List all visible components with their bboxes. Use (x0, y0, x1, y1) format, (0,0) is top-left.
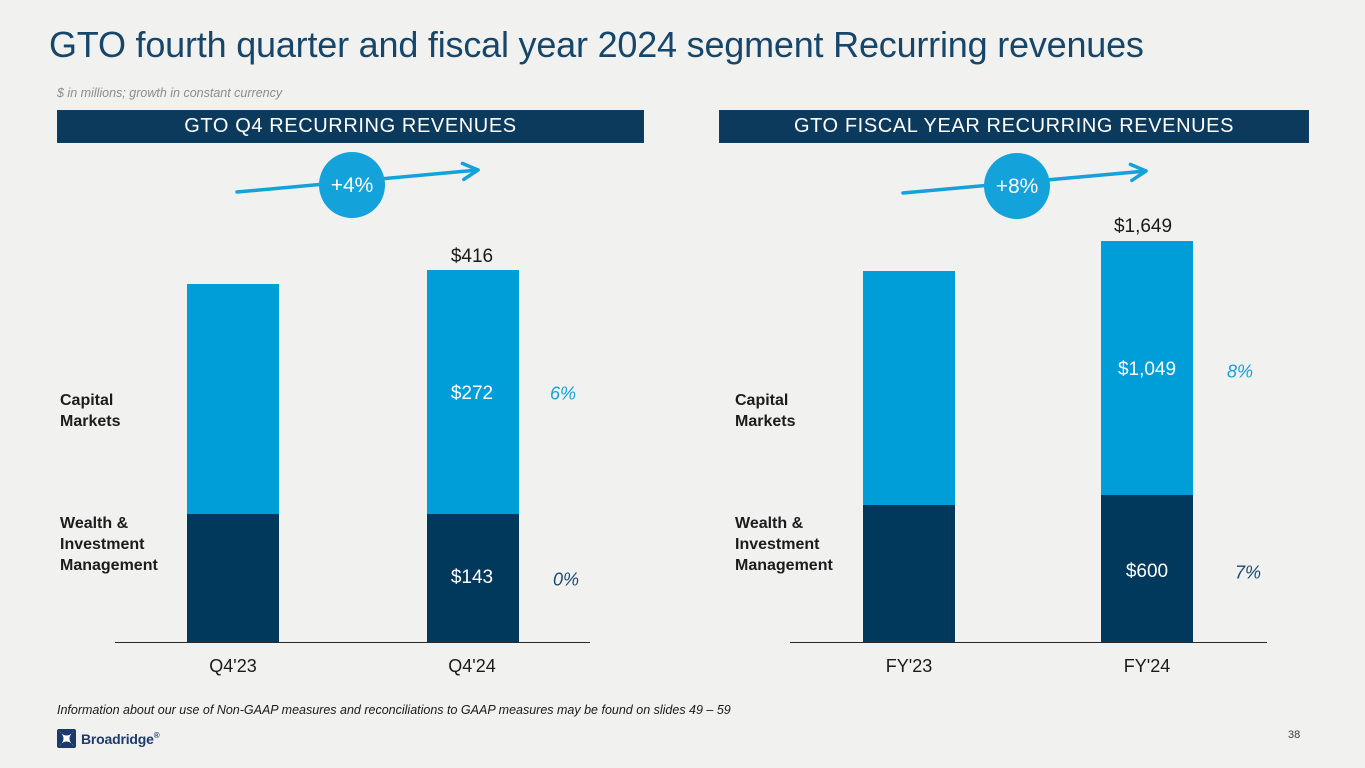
q424-total-label: $416 (450, 246, 494, 267)
broadridge-logo: Broadridge® (57, 729, 160, 748)
bar-fy23-capital-markets (863, 271, 955, 505)
q4-growth-badge-circle (319, 152, 385, 218)
fy-capital-markets-legend: Capital Markets (735, 392, 796, 430)
q4-x-axis (115, 642, 590, 643)
fy24-capital-markets-value: $1,049 (1117, 359, 1177, 380)
bar-fy23-wealth-investment (863, 505, 955, 642)
fy24-total-label: $1,649 (1113, 216, 1173, 237)
bar-q424-capital-markets (427, 270, 519, 514)
fy-capital-markets-growth: 8% (1226, 361, 1254, 382)
bar-q423-capital-markets (187, 284, 279, 514)
broadridge-logo-icon (57, 729, 76, 748)
q424-axis-label: Q4'24 (448, 656, 496, 676)
q4-wealth-growth: 0% (552, 569, 580, 590)
arrowhead-icon (460, 161, 480, 182)
non-gaap-footnote: Information about our use of Non-GAAP me… (57, 703, 731, 717)
fy24-axis-label: FY'24 (1123, 656, 1171, 676)
q4-growth-arrow: +4% (235, 152, 480, 218)
fy-growth-badge: +8% (996, 175, 1039, 198)
fy-x-axis (790, 642, 1267, 643)
bar-fy24-wealth-investment (1101, 495, 1193, 642)
q4-section-header-label: GTO Q4 RECURRING REVENUES (184, 115, 517, 137)
fy-section-header: GTO FISCAL YEAR RECURRING REVENUES (719, 110, 1309, 143)
q4-section-header: GTO Q4 RECURRING REVENUES (57, 110, 644, 143)
fy24-wealth-value: $600 (1125, 561, 1169, 582)
slide-title: GTO fourth quarter and fiscal year 2024 … (49, 24, 1144, 65)
q423-axis-label: Q4'23 (209, 656, 257, 676)
bar-fy24-capital-markets (1101, 241, 1193, 495)
fy23-axis-label: FY'23 (885, 656, 933, 676)
bar-q424-wealth-investment (427, 514, 519, 642)
fy-growth-arrow: +8% (901, 153, 1148, 219)
fy-growth-badge-circle (984, 153, 1050, 219)
bar-q423-wealth-investment (187, 514, 279, 642)
q4-wealth-legend: Wealth & Investment Management (60, 515, 158, 574)
units-note: $ in millions; growth in constant curren… (57, 86, 283, 100)
registered-mark: ® (153, 730, 160, 740)
fy-wealth-growth: 7% (1234, 562, 1262, 583)
fy-wealth-legend: Wealth & Investment Management (735, 515, 833, 574)
q424-capital-markets-value: $272 (450, 383, 494, 404)
q4-growth-badge: +4% (331, 174, 374, 197)
broadridge-logo-text: Broadridge® (81, 730, 160, 747)
page-number: 38 (1288, 729, 1301, 741)
q4-capital-markets-growth: 6% (549, 383, 577, 404)
arrowhead-icon (1128, 162, 1148, 183)
fy-section-header-label: GTO FISCAL YEAR RECURRING REVENUES (793, 115, 1235, 137)
q4-capital-markets-legend: Capital Markets (60, 392, 121, 430)
q424-wealth-value: $143 (450, 567, 494, 588)
